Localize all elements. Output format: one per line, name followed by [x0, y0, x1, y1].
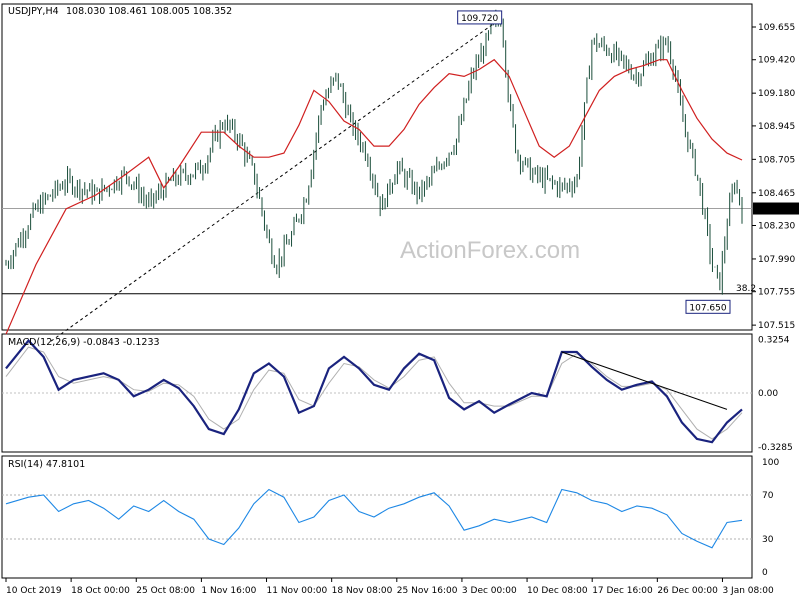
pane-frame-rsi [1, 455, 753, 579]
x-tick-label: 18 Nov 08:00 [332, 586, 393, 596]
watermark: ActionForex.com [400, 237, 580, 264]
rsi-tick-label: 100 [762, 458, 779, 468]
x-tick-label: 3 Dec 00:00 [462, 586, 517, 596]
macd-main-line [5, 338, 743, 444]
macd-signal-line [5, 346, 743, 440]
macd-tick-label: -0.3285 [758, 443, 793, 453]
macd-series [2, 338, 752, 444]
rsi-tick-label: 0 [762, 568, 768, 578]
watermark-group: ActionForex.com [400, 237, 580, 264]
rsi-line [5, 488, 743, 549]
x-tick-label: 3 Jan 08:00 [722, 586, 774, 596]
x-tick-label: 17 Dec 16:00 [592, 586, 653, 596]
low-annotation-box [685, 299, 731, 314]
high-annotation-box [457, 10, 503, 25]
x-tick-label: 10 Oct 2019 [6, 586, 62, 596]
x-tick-label: 25 Nov 16:00 [397, 586, 458, 596]
fib-trendline [50, 17, 502, 342]
price-tick-label: 107.755 [758, 288, 795, 298]
current-price-label: 108.352 [757, 205, 794, 215]
high-annotation-label: 109.720 [461, 14, 498, 24]
rsi-tick-label: 30 [762, 535, 774, 545]
moving-average-line [5, 58, 743, 335]
rsi-tick-label: 70 [762, 491, 774, 501]
price-tick-label: 108.465 [758, 189, 795, 199]
ohlc-values: 108.030 108.461 108.005 108.352 [66, 6, 232, 17]
x-tick-label: 1 Nov 16:00 [201, 586, 256, 596]
macd-trendline [561, 351, 728, 410]
price-tick-label: 107.515 [758, 321, 795, 331]
rsi-series [2, 488, 752, 549]
axis-labels: 109.655 109.420 109.180 108.945 108.705 108.4… [5, 23, 799, 596]
macd-tick-label: 0.3254 [758, 336, 790, 346]
price-tick-label: 108.230 [758, 222, 795, 232]
macd-tick-label: 0.00 [758, 389, 778, 399]
price-tick-label: 108.705 [758, 155, 795, 165]
price-tick-label: 109.655 [758, 23, 795, 33]
low-annotation-label: 107.650 [689, 303, 726, 313]
price-tick-label: 109.180 [758, 89, 795, 99]
chart-panes [1, 3, 753, 579]
x-tick-label: 26 Dec 00:00 [657, 586, 718, 596]
pane-frame-price [1, 3, 753, 331]
x-tick-label: 10 Dec 08:00 [527, 586, 588, 596]
price-tick-label: 109.420 [758, 56, 795, 66]
x-tick-label: 18 Oct 00:00 [71, 586, 130, 596]
macd-label: MACD(12,26,9) -0.0843 -0.1233 [8, 337, 160, 348]
x-tick-label: 11 Nov 00:00 [267, 586, 328, 596]
price-tick-label: 107.990 [758, 255, 795, 265]
price-series: 109.720 107.650 38.2 [2, 9, 756, 342]
current-price-marker [753, 202, 799, 215]
rsi-label: RSI(14) 47.8101 [8, 459, 85, 470]
x-tick-label: 25 Oct 08:00 [136, 586, 195, 596]
fib-level-label: 38.2 [736, 284, 756, 294]
price-tick-label: 108.945 [758, 122, 795, 132]
instrument-label: USDJPY,H4 [8, 6, 59, 17]
